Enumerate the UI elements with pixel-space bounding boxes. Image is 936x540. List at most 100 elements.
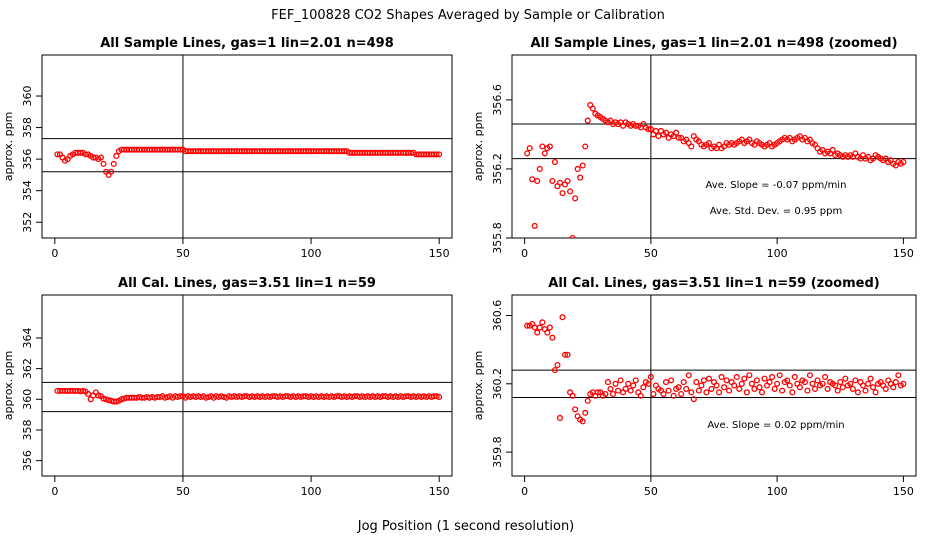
data-point [829,146,836,154]
plot-frame [41,294,453,477]
x-tick-label: 100 [767,485,788,498]
data-point [758,389,766,396]
data-point [569,392,576,399]
data-point [743,389,750,396]
data-point [791,373,798,381]
data-point [612,380,619,387]
data-point [640,384,647,391]
data-point [177,393,184,400]
data-point [584,397,591,404]
data-point [688,143,695,150]
data-point [609,390,617,398]
data-point [819,380,826,387]
data-point [602,390,609,398]
data-point [662,129,670,136]
data-point [698,382,705,389]
y-axis-label: approx. ppm [2,112,15,182]
plot-frame [511,54,917,239]
data-point [647,126,654,133]
panel-cal-lines-zoomed: All Cal. Lines, gas=3.51 lin=1 n=59 (zoo… [472,276,917,498]
data-point [113,152,120,160]
x-tick-label: 50 [644,247,658,260]
data-point [589,105,596,112]
data-point [564,351,571,358]
plot-frame [41,54,453,239]
data-point [683,385,690,392]
panel-title: All Sample Lines, gas=1 lin=2.01 n=498 (… [530,36,897,51]
data-point [668,377,675,384]
x-tick-label: 50 [644,485,658,498]
data-point [726,387,733,394]
data-point [614,387,622,394]
y-axis-label: approx. ppm [472,112,485,182]
data-point [900,158,907,166]
data-point [746,372,753,379]
data-point [660,390,667,398]
data-point [705,375,712,382]
data-point [407,149,415,156]
data-point [579,418,586,425]
panel-sample-lines-zoomed: All Sample Lines, gas=1 lin=2.01 n=498 (… [472,36,917,260]
data-point [741,375,748,382]
data-point [569,234,576,238]
data-point [804,387,811,394]
data-point [436,151,443,158]
y-tick-label: 358 [21,419,34,440]
y-axis-label: approx. ppm [472,351,485,421]
data-point [721,384,728,391]
x-tick-label: 50 [176,247,190,260]
data-point [900,380,907,387]
data-point [433,151,440,158]
y-axis-label: approx. ppm [2,351,15,421]
data-point [582,143,589,150]
data-point [607,385,614,392]
figure-title: FEF_100828 CO2 Shapes Averaged by Sample… [271,8,665,23]
panel-cal-lines: All Cal. Lines, gas=3.51 lin=1 n=59 0 50 10… [2,276,453,498]
y-tick-label: 355.8 [491,222,504,254]
data-point [524,322,531,329]
data-point [705,139,712,147]
data-point [539,143,546,150]
data-point [809,380,816,387]
data-point [526,145,533,152]
y-tick-label: 356 [21,450,34,471]
x-tick-label: 0 [51,485,58,498]
data-points [524,314,907,425]
figure-x-axis-label: Jog Position (1 second resolution) [357,519,575,534]
data-point [97,154,104,161]
data-point [632,377,639,384]
data-point [572,195,579,202]
data-point [556,179,564,186]
data-point [703,389,710,396]
data-point [673,129,680,136]
data-point [551,158,558,166]
data-point [690,396,697,403]
data-point [594,389,601,396]
data-point [824,385,831,392]
data-point [625,380,632,387]
data-point [632,122,639,129]
data-point [627,387,634,394]
data-point [567,188,574,195]
data-point [842,375,849,382]
data-points [54,146,443,178]
data-point [753,377,760,384]
panel-title: All Cal. Lines, gas=3.51 lin=1 n=59 [118,276,376,291]
data-point [761,375,768,382]
stats-annotation: Ave. Slope = -0.07 ppm/min [706,180,847,191]
data-point [890,384,897,391]
data-point [675,134,682,141]
data-point [564,177,571,185]
data-point [556,414,564,421]
data-point [82,151,89,158]
data-point [604,379,611,386]
data-point [579,162,586,169]
data-point [77,149,84,156]
data-point [784,377,791,384]
data-point [708,385,715,392]
data-point [872,389,879,396]
data-point [680,379,687,386]
x-tick-label: 150 [893,247,914,260]
data-point [645,380,652,387]
